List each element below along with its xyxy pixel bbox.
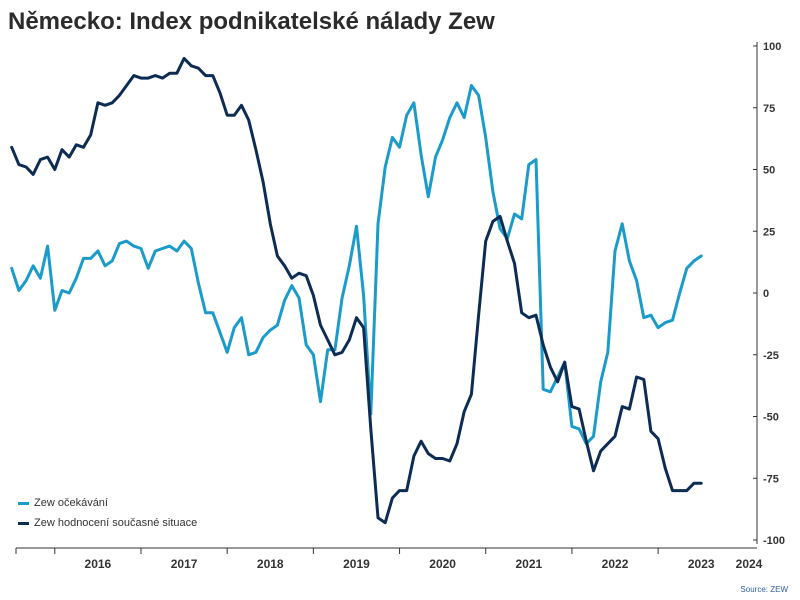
x-tick-label: 2022 — [602, 557, 629, 571]
source-note: Source: ZEW — [740, 585, 788, 594]
y-tick-label: 50 — [763, 165, 775, 177]
x-tick-label: 2016 — [85, 557, 112, 571]
legend-item-current: Zew hodnocení současné situace — [18, 513, 197, 533]
x-tick-label: 2024 — [736, 557, 763, 571]
y-tick-label: 0 — [763, 288, 769, 300]
x-axis: 2016 2017 2018 2019 2020 2021 2022 2023 2024 — [15, 547, 763, 571]
legend-label-current: Zew hodnocení současné situace — [34, 517, 198, 529]
x-tick-label: 2023 — [688, 557, 715, 571]
legend-label-expectations: Zew očekávání — [34, 497, 108, 509]
series-line-expectations — [10, 84, 703, 446]
x-tick-label: 2019 — [343, 557, 370, 571]
y-tick-label: -100 — [763, 535, 785, 547]
legend-swatch-current — [18, 521, 29, 525]
y-tick-label: -25 — [763, 350, 779, 362]
y-tick-label: 75 — [763, 103, 775, 115]
y-tick-label: -75 — [763, 473, 779, 485]
y-axis: 100 75 50 25 0 -25 -50 -75 -100 — [753, 41, 785, 547]
series-line-current — [10, 56, 703, 525]
y-tick-label: 100 — [763, 41, 781, 53]
x-tick-label: 2020 — [429, 557, 456, 571]
legend-swatch-expectations — [18, 501, 29, 505]
legend: Zew očekávání Zew hodnocení současné sit… — [18, 493, 197, 533]
y-tick-label: 25 — [763, 226, 775, 238]
x-tick-label: 2017 — [171, 557, 198, 571]
x-tick-label: 2018 — [257, 557, 284, 571]
legend-item-expectations: Zew očekávání — [18, 493, 197, 513]
series-layer — [10, 56, 703, 525]
chart-title: Německo: Index podnikatelské nálady Zew — [8, 8, 495, 35]
y-tick-label: -50 — [763, 412, 779, 424]
x-tick-label: 2021 — [515, 557, 542, 571]
